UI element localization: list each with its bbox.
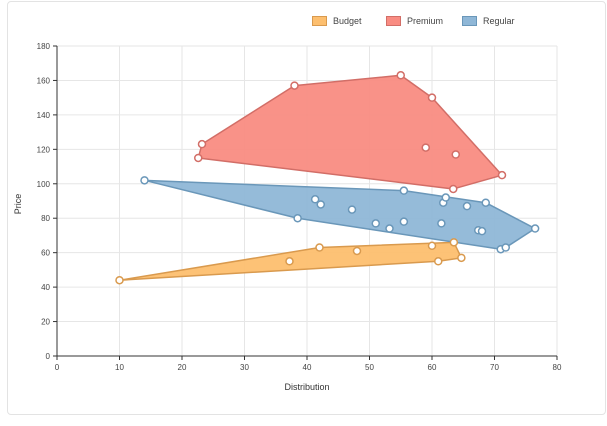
point-budget[interactable]: [427, 241, 437, 251]
hull-regular: [143, 179, 536, 250]
legend-item-regular[interactable]: Regular: [462, 13, 515, 29]
y-tick-label: 120: [37, 145, 51, 154]
y-tick-label: 180: [37, 42, 51, 51]
legend-swatch-regular: [462, 16, 477, 26]
y-tick-label: 140: [37, 111, 51, 120]
x-tick-label: 60: [428, 363, 437, 372]
point-premium[interactable]: [396, 71, 405, 80]
x-tick-label: 20: [178, 363, 187, 372]
hull-areas: [118, 74, 536, 281]
point-regular[interactable]: [371, 219, 380, 228]
point-regular[interactable]: [385, 224, 394, 233]
legend-swatch-budget: [312, 16, 327, 26]
point-regular[interactable]: [399, 186, 409, 195]
point-premium[interactable]: [421, 143, 430, 152]
x-tick-label: 70: [490, 363, 499, 372]
point-budget[interactable]: [115, 275, 124, 285]
y-axis-title: Price: [13, 194, 23, 215]
x-tick-label: 50: [365, 363, 374, 372]
legend-label-premium: Premium: [407, 16, 444, 26]
legend-swatch-premium: [386, 16, 401, 26]
x-tick-label: 0: [55, 363, 60, 372]
point-regular[interactable]: [462, 201, 472, 211]
point-regular[interactable]: [316, 200, 325, 209]
x-axis-title: Distribution: [284, 382, 329, 392]
point-regular[interactable]: [437, 219, 446, 228]
point-premium[interactable]: [197, 139, 207, 149]
point-budget[interactable]: [352, 246, 362, 256]
point-premium[interactable]: [451, 150, 460, 159]
point-regular[interactable]: [140, 176, 149, 185]
y-tick-label: 60: [41, 249, 50, 258]
point-budget[interactable]: [285, 257, 294, 266]
point-budget[interactable]: [449, 238, 459, 247]
point-budget[interactable]: [434, 257, 443, 266]
point-premium[interactable]: [497, 170, 507, 180]
y-tick-label: 100: [37, 180, 51, 189]
point-regular[interactable]: [477, 226, 487, 236]
data-points: [115, 71, 540, 285]
point-regular[interactable]: [347, 205, 357, 214]
point-regular[interactable]: [481, 198, 490, 207]
legend-item-budget[interactable]: Budget: [312, 13, 362, 29]
legend: Budget Premium Regular: [0, 13, 607, 29]
point-regular[interactable]: [293, 213, 302, 223]
legend-item-premium[interactable]: Premium: [386, 13, 443, 29]
y-tick-label: 40: [41, 283, 50, 292]
point-premium[interactable]: [427, 93, 437, 102]
point-budget[interactable]: [457, 253, 466, 263]
point-regular[interactable]: [530, 224, 540, 233]
legend-label-regular: Regular: [483, 16, 515, 26]
tick-labels: 0 10 20 30 40 50 60 70 80 0 20 40 60 80 100 120 140 160 18…: [37, 42, 562, 372]
y-tick-label: 80: [41, 214, 50, 223]
point-budget[interactable]: [315, 243, 324, 252]
y-tick-label: 0: [46, 352, 51, 361]
hull-premium: [197, 74, 503, 190]
point-regular[interactable]: [501, 243, 510, 252]
point-premium[interactable]: [290, 81, 299, 90]
x-tick-label: 80: [553, 363, 562, 372]
point-regular[interactable]: [399, 217, 409, 226]
point-premium[interactable]: [194, 153, 203, 163]
point-regular[interactable]: [310, 195, 320, 204]
y-tick-label: 160: [37, 76, 51, 85]
axes: [53, 45, 558, 360]
x-tick-label: 30: [240, 363, 249, 372]
legend-label-budget: Budget: [333, 16, 362, 26]
y-tick-label: 20: [41, 318, 50, 327]
x-tick-label: 10: [115, 363, 124, 372]
point-premium[interactable]: [449, 184, 458, 194]
x-tick-label: 40: [303, 363, 312, 372]
point-regular[interactable]: [441, 193, 450, 202]
